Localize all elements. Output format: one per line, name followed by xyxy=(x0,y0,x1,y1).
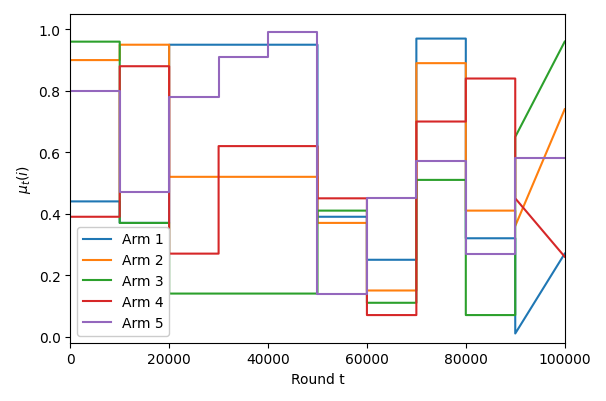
Arm 1 xyxy=(413,258,420,263)
Arm 4 xyxy=(413,313,420,318)
Arm 5 xyxy=(462,160,470,164)
Arm 2 xyxy=(413,62,420,67)
Arm 4 xyxy=(116,215,124,220)
Arm 4 xyxy=(165,251,173,256)
Arm 5 xyxy=(413,196,420,201)
Arm 2 xyxy=(511,224,519,229)
Arm 1 xyxy=(314,43,321,48)
Arm 1 xyxy=(462,37,470,42)
Arm 3 xyxy=(165,292,173,296)
Arm 4 xyxy=(165,65,173,69)
Arm 2 xyxy=(314,221,321,226)
Line: Arm 2: Arm 2 xyxy=(70,46,565,291)
Arm 3 xyxy=(511,135,519,140)
Arm 3 xyxy=(511,313,519,318)
Arm 4 xyxy=(363,313,370,318)
Arm 2 xyxy=(67,59,74,63)
Arm 5 xyxy=(462,251,470,256)
Arm 1 xyxy=(511,331,519,336)
Arm 2 xyxy=(116,43,124,48)
Arm 1 xyxy=(561,251,568,256)
Arm 2 xyxy=(511,209,519,213)
Arm 5 xyxy=(511,251,519,256)
Arm 3 xyxy=(314,209,321,213)
Arm 5 xyxy=(314,292,321,296)
Arm 3 xyxy=(116,40,124,45)
Arm 4 xyxy=(511,77,519,82)
Arm 4 xyxy=(511,196,519,201)
Arm 4 xyxy=(561,255,568,259)
Arm 5 xyxy=(116,89,124,94)
Arm 4 xyxy=(67,215,74,220)
Arm 2 xyxy=(314,175,321,180)
Arm 5 xyxy=(116,190,124,195)
Arm 5 xyxy=(67,89,74,94)
Arm 3 xyxy=(413,301,420,306)
Arm 3 xyxy=(462,178,470,183)
Arm 1 xyxy=(67,199,74,204)
Arm 4 xyxy=(363,196,370,201)
Line: Arm 4: Arm 4 xyxy=(70,67,565,315)
Arm 4 xyxy=(462,77,470,82)
Arm 3 xyxy=(314,292,321,296)
Arm 1 xyxy=(511,236,519,241)
Arm 1 xyxy=(165,43,173,48)
Arm 4 xyxy=(215,144,222,149)
Arm 5 xyxy=(363,196,370,201)
Arm 3 xyxy=(462,313,470,318)
Arm 2 xyxy=(363,221,370,226)
Arm 4 xyxy=(314,196,321,201)
Arm 2 xyxy=(462,62,470,67)
Arm 1 xyxy=(116,221,124,226)
Arm 2 xyxy=(462,209,470,213)
Arm 3 xyxy=(363,209,370,213)
Arm 1 xyxy=(165,221,173,226)
Arm 4 xyxy=(215,251,222,256)
Arm 4 xyxy=(314,144,321,149)
Line: Arm 5: Arm 5 xyxy=(70,33,565,294)
Arm 1 xyxy=(363,258,370,263)
Line: Arm 3: Arm 3 xyxy=(70,43,565,315)
Arm 2 xyxy=(165,175,173,180)
Arm 1 xyxy=(363,215,370,220)
Line: Arm 1: Arm 1 xyxy=(70,39,565,334)
Arm 2 xyxy=(363,288,370,293)
Arm 2 xyxy=(116,59,124,63)
Arm 4 xyxy=(462,120,470,125)
Arm 3 xyxy=(363,301,370,306)
Arm 3 xyxy=(413,178,420,183)
Arm 5 xyxy=(215,55,222,60)
Legend: Arm 1, Arm 2, Arm 3, Arm 4, Arm 5: Arm 1, Arm 2, Arm 3, Arm 4, Arm 5 xyxy=(77,227,169,336)
Arm 3 xyxy=(165,221,173,226)
Arm 3 xyxy=(116,221,124,226)
Arm 5 xyxy=(314,31,321,36)
Arm 2 xyxy=(165,43,173,48)
Arm 5 xyxy=(561,156,568,161)
Arm 5 xyxy=(165,190,173,195)
Arm 1 xyxy=(413,37,420,42)
Arm 2 xyxy=(561,107,568,112)
Arm 1 xyxy=(314,215,321,220)
X-axis label: Round t: Round t xyxy=(291,372,344,386)
Arm 5 xyxy=(363,292,370,296)
Arm 5 xyxy=(264,31,271,36)
Arm 3 xyxy=(67,40,74,45)
Arm 4 xyxy=(116,65,124,69)
Arm 1 xyxy=(116,199,124,204)
Arm 1 xyxy=(462,236,470,241)
Arm 5 xyxy=(413,160,420,164)
Arm 5 xyxy=(511,156,519,161)
Arm 5 xyxy=(165,95,173,100)
Arm 2 xyxy=(413,288,420,293)
Arm 5 xyxy=(215,95,222,100)
Y-axis label: $\mu_t(i)$: $\mu_t(i)$ xyxy=(15,165,33,193)
Arm 4 xyxy=(413,120,420,125)
Arm 5 xyxy=(264,55,271,60)
Arm 3 xyxy=(561,40,568,45)
